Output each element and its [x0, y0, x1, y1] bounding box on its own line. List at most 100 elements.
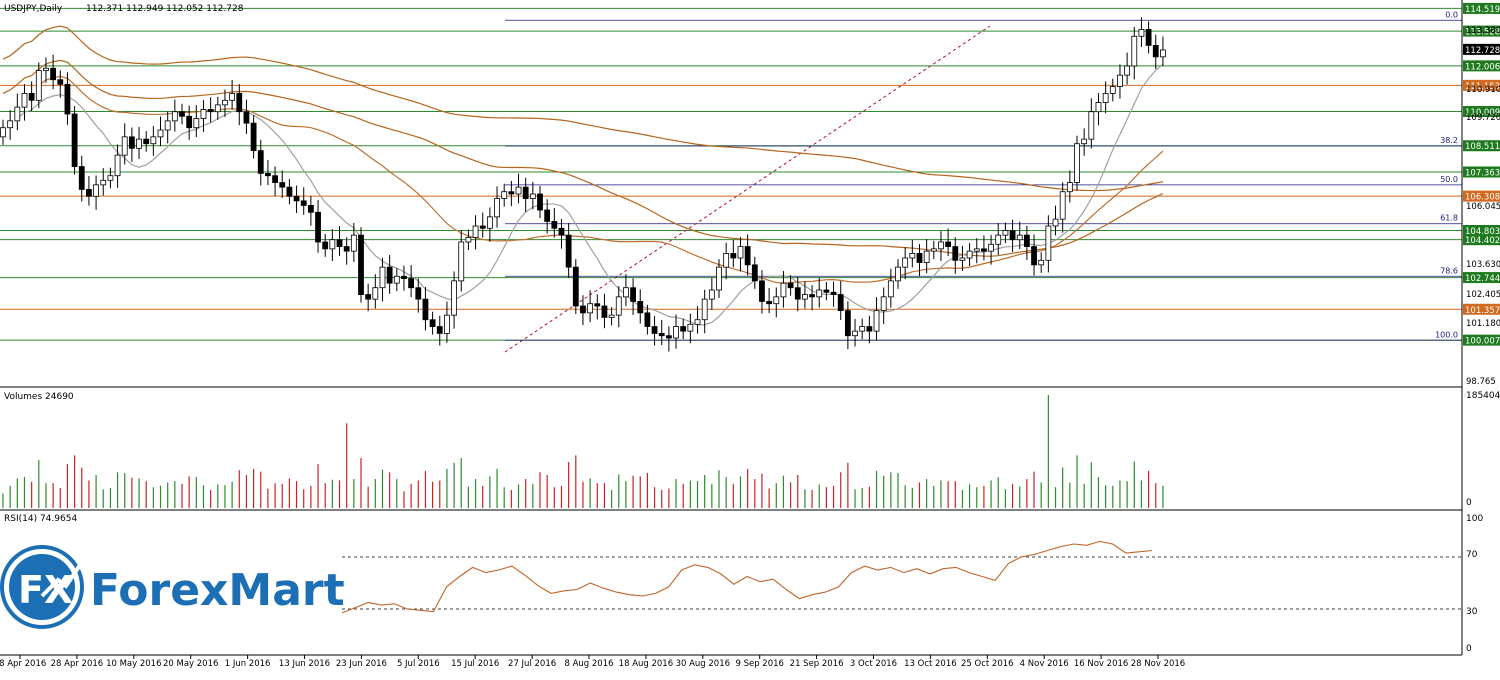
- candle-body: [1117, 74, 1123, 87]
- level-label-bg: [1463, 225, 1500, 237]
- moving-average-short: [38, 75, 1164, 284]
- candle-body: [43, 67, 49, 71]
- candle-body: [257, 150, 264, 174]
- candle-body: [902, 257, 909, 268]
- time-label: 5 Jul 2016: [397, 659, 440, 669]
- candle-body: [358, 234, 364, 295]
- candle-body: [114, 154, 121, 177]
- candle-body: [71, 113, 78, 167]
- candle-body: [630, 287, 636, 302]
- candle-body: [136, 138, 142, 149]
- candle-body: [186, 115, 193, 129]
- time-label: 28 Apr 2016: [51, 659, 104, 669]
- candle-body: [236, 93, 243, 113]
- level-label-bg: [1463, 43, 1500, 55]
- price-panel[interactable]: 114.519 113.528 112.728 112.006 111.153 110.0…: [0, 2, 1500, 387]
- candle-body: [916, 253, 923, 263]
- candle-body: [508, 191, 515, 195]
- candles: [0, 17, 1166, 352]
- time-label: 25 Oct 2016: [961, 659, 1014, 669]
- fibonacci-levels: 0.0 38.2 50.0 61.8 78.6 100.0: [505, 10, 1462, 341]
- level-label: 107.363: [1465, 168, 1500, 178]
- candle-body: [107, 175, 114, 181]
- candle-body: [580, 305, 586, 314]
- candle-body: [572, 266, 579, 307]
- candle-body: [565, 234, 572, 268]
- level-label-bg: [1463, 166, 1500, 178]
- price-scale-label: 110.910: [1466, 85, 1500, 95]
- time-label: 28 Nov 2016: [1131, 659, 1185, 669]
- candle-body: [952, 246, 959, 261]
- candle-body: [64, 83, 71, 115]
- candle-body: [644, 312, 651, 327]
- candle-body: [716, 266, 722, 291]
- candle-body: [50, 67, 57, 81]
- fib-level-label: 100.0: [1435, 330, 1458, 339]
- time-label: 10 May 2016: [106, 659, 161, 669]
- candle-body: [665, 335, 672, 339]
- level-label-bg: [1463, 79, 1500, 91]
- candle-body: [1009, 230, 1016, 241]
- candle-body: [737, 246, 744, 259]
- chart-header-ohlc: 112.371 112.949 112.052 112.728: [86, 4, 244, 14]
- time-label: 21 Sep 2016: [790, 659, 844, 669]
- candle-body: [322, 241, 329, 250]
- candle-body: [379, 266, 386, 289]
- candle-body: [802, 294, 808, 300]
- level-label: 104.803: [1465, 227, 1500, 237]
- candle-body: [1131, 35, 1138, 67]
- candle-body: [14, 106, 21, 122]
- candle-body: [751, 264, 758, 282]
- candle-body: [651, 326, 658, 334]
- candle-body: [995, 234, 1002, 245]
- candle-body: [365, 294, 372, 300]
- candle-body: [1066, 182, 1073, 193]
- candle-body: [1052, 218, 1059, 227]
- candle-body: [343, 246, 350, 252]
- candle-body: [866, 326, 873, 332]
- level-label-bg: [1463, 272, 1500, 284]
- candle-body: [1081, 138, 1088, 145]
- candle-body: [973, 248, 980, 252]
- candle-body: [794, 287, 801, 300]
- candle-body: [730, 253, 737, 259]
- level-label: 112.006: [1465, 62, 1500, 72]
- fib-level-label: 0.0: [1445, 10, 1458, 19]
- candle-body: [86, 189, 92, 197]
- candle-body: [250, 122, 257, 151]
- candle-body: [1138, 29, 1145, 37]
- price-scale-label: 106.045: [1466, 202, 1500, 212]
- volume-panel[interactable]: [2, 395, 1164, 508]
- candle-body: [723, 253, 730, 268]
- level-label-bg: [1463, 25, 1500, 37]
- candle-body: [701, 298, 708, 321]
- candle-body: [472, 225, 479, 238]
- price-scale-label: 98.765: [1466, 377, 1496, 387]
- candle-body: [401, 275, 407, 279]
- candle-body: [164, 120, 171, 131]
- volume-scale-min: 0: [1466, 498, 1472, 508]
- candle-body: [966, 250, 973, 259]
- fib-level-label: 38.2: [1440, 136, 1458, 145]
- candle-body: [458, 241, 465, 282]
- rsi-panel[interactable]: [341, 540, 1462, 614]
- candle-body: [673, 326, 679, 339]
- level-label: 110.009: [1465, 108, 1500, 118]
- candle-body: [57, 79, 64, 85]
- rsi-scale-70: 70: [1466, 550, 1478, 560]
- candle-body: [823, 289, 830, 293]
- fib-level-label: 61.8: [1440, 214, 1458, 223]
- level-label: 112.728: [1465, 46, 1500, 56]
- level-label: 114.519: [1465, 5, 1500, 15]
- time-label: 4 Nov 2016: [1020, 659, 1069, 669]
- candle-body: [336, 239, 343, 247]
- candle-body: [1016, 234, 1023, 241]
- level-label: 113.528: [1465, 28, 1500, 38]
- candle-body: [350, 234, 357, 252]
- candle-body: [293, 195, 300, 202]
- time-label: 18 Apr 2016: [0, 659, 46, 669]
- candle-body: [1124, 65, 1131, 76]
- level-label: 102.744: [1465, 274, 1500, 284]
